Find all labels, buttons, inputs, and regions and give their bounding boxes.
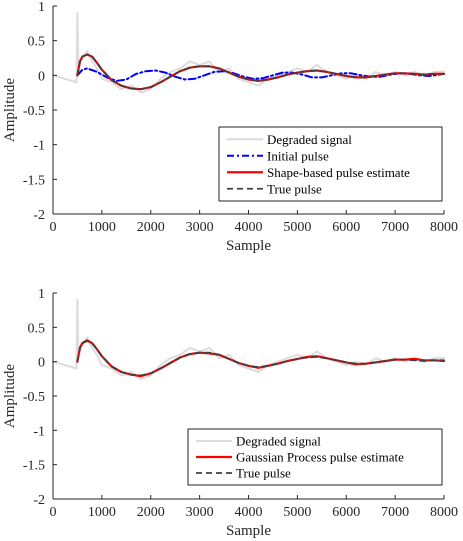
x-tick-label: 3000 bbox=[186, 505, 214, 520]
x-tick-label: 6000 bbox=[332, 220, 360, 235]
x-tick-label: 5000 bbox=[283, 220, 311, 235]
x-axis-title: Sample bbox=[226, 523, 271, 539]
legend-label: Degraded signal bbox=[267, 132, 352, 147]
legend-label: Initial pulse bbox=[267, 148, 329, 163]
x-tick-label: 3000 bbox=[186, 220, 214, 235]
y-tick-label: -2 bbox=[33, 208, 45, 223]
x-tick-label: 7000 bbox=[381, 505, 409, 520]
y-tick-label: 0.5 bbox=[28, 321, 46, 336]
x-axis-title: Sample bbox=[226, 238, 271, 254]
legend-label: Gaussian Process pulse estimate bbox=[236, 450, 404, 465]
legend-label: Shape-based pulse estimate bbox=[267, 165, 410, 180]
y-tick-label: -2 bbox=[33, 493, 45, 508]
y-tick-label: -0.5 bbox=[23, 390, 45, 405]
x-tick-label: 4000 bbox=[235, 505, 263, 520]
y-tick-label: 1 bbox=[38, 287, 45, 302]
x-tick-label: 4000 bbox=[235, 220, 263, 235]
y-tick-label: -1 bbox=[33, 139, 45, 154]
y-tick-label: -1 bbox=[33, 424, 45, 439]
y-tick-label: 0.5 bbox=[28, 35, 46, 50]
legend-label: Degraded signal bbox=[236, 434, 321, 449]
x-tick-label: 2000 bbox=[137, 505, 165, 520]
y-tick-label: -1.5 bbox=[23, 173, 45, 188]
x-tick-label: 5000 bbox=[283, 505, 311, 520]
y-tick-label: 0 bbox=[38, 69, 45, 84]
x-tick-label: 8000 bbox=[430, 220, 458, 235]
legend-label: True pulse bbox=[267, 181, 322, 196]
y-tick-label: 0 bbox=[38, 356, 45, 371]
y-tick-label: -0.5 bbox=[23, 104, 45, 119]
legend-label: True pulse bbox=[236, 466, 291, 481]
x-tick-label: 8000 bbox=[430, 505, 458, 520]
x-tick-label: 0 bbox=[50, 220, 57, 235]
x-tick-label: 7000 bbox=[381, 220, 409, 235]
series-line-3 bbox=[76, 340, 445, 377]
x-tick-label: 0 bbox=[50, 505, 57, 520]
top-plot: 0 1000 2000 3000 4000 5000 6000 7000 8000 -2 -1.5 -… bbox=[2, 0, 458, 254]
x-tick-label: 1000 bbox=[88, 220, 116, 235]
y-tick-label: 1 bbox=[38, 0, 45, 15]
x-tick-label: 1000 bbox=[88, 505, 116, 520]
bottom-plot: 0 1000 2000 3000 4000 5000 6000 7000 8000 -2 -1.5 -… bbox=[2, 287, 458, 539]
y-axis-title: Amplitude bbox=[2, 78, 18, 143]
y-axis-title: Amplitude bbox=[2, 364, 18, 429]
y-tick-label: -1.5 bbox=[23, 459, 45, 474]
series-line-4 bbox=[76, 53, 445, 91]
x-tick-label: 2000 bbox=[137, 220, 165, 235]
x-tick-label: 6000 bbox=[332, 505, 360, 520]
